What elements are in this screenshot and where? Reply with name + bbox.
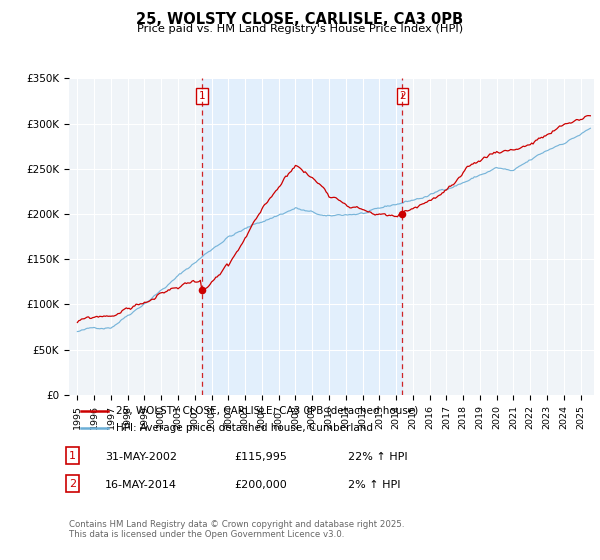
Text: 2: 2 — [399, 91, 406, 101]
Text: 25, WOLSTY CLOSE, CARLISLE, CA3 0PB (detached house): 25, WOLSTY CLOSE, CARLISLE, CA3 0PB (det… — [116, 405, 418, 416]
Text: 2: 2 — [69, 479, 76, 489]
Text: 31-MAY-2002: 31-MAY-2002 — [105, 452, 177, 462]
Text: Contains HM Land Registry data © Crown copyright and database right 2025.
This d: Contains HM Land Registry data © Crown c… — [69, 520, 404, 539]
Point — [398, 209, 407, 218]
Text: 1: 1 — [199, 91, 205, 101]
Text: 16-MAY-2014: 16-MAY-2014 — [105, 480, 177, 490]
Text: £200,000: £200,000 — [234, 480, 287, 490]
Text: 25, WOLSTY CLOSE, CARLISLE, CA3 0PB: 25, WOLSTY CLOSE, CARLISLE, CA3 0PB — [136, 12, 464, 27]
Point — [197, 286, 206, 295]
Text: 22% ↑ HPI: 22% ↑ HPI — [348, 452, 407, 462]
Text: HPI: Average price, detached house, Cumberland: HPI: Average price, detached house, Cumb… — [116, 423, 373, 433]
Bar — [202, 78, 403, 395]
Text: £115,995: £115,995 — [234, 452, 287, 462]
Text: 1: 1 — [69, 451, 76, 461]
Text: 2% ↑ HPI: 2% ↑ HPI — [348, 480, 401, 490]
Text: Price paid vs. HM Land Registry's House Price Index (HPI): Price paid vs. HM Land Registry's House … — [137, 24, 463, 34]
